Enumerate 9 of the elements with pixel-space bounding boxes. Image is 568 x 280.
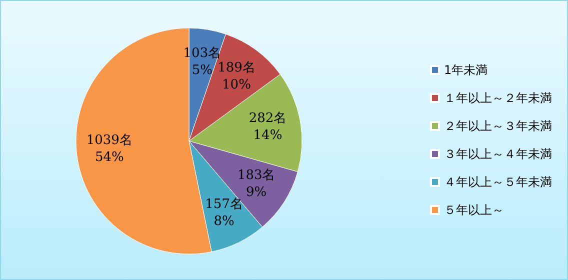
legend-label: ５年以上～ <box>444 203 504 217</box>
legend-label: ３年以上～４年未満 <box>444 147 552 161</box>
legend-label: 1年未満 <box>444 63 488 77</box>
data-label: 1039名 54% <box>86 133 132 166</box>
legend-label: ４年以上～５年未満 <box>444 175 552 189</box>
legend-label: ２年以上～３年未満 <box>444 119 552 133</box>
legend-label: １年以上～２年未満 <box>444 91 552 105</box>
data-label: 189名 10% <box>218 60 256 93</box>
data-label: 282名 14% <box>248 110 287 143</box>
